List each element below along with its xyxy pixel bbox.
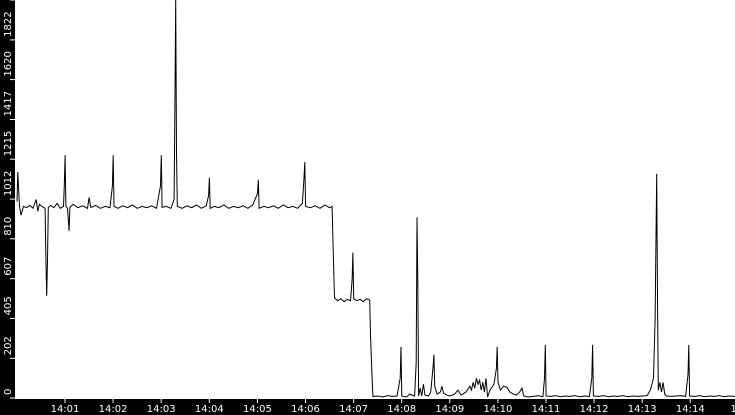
x-tick-label: 14:07: [339, 404, 368, 415]
x-tick-label: 14:13: [628, 404, 657, 415]
x-tick-label: 14:12: [580, 404, 609, 415]
x-tick-label: 14:10: [483, 404, 512, 415]
y-axis-band: [0, 0, 15, 415]
x-tick-label: 14:05: [243, 404, 272, 415]
y-tick-label: 202: [3, 336, 14, 355]
y-tick-label: 1417: [3, 91, 14, 116]
x-tick-label: 14: [730, 404, 735, 415]
y-tick-label: 1822: [3, 11, 14, 36]
x-tick-label: 14:04: [195, 404, 224, 415]
x-axis: 14:01 14:02 14:03 14:04 14:05 14:06 14:07 14:08…: [51, 399, 735, 415]
x-tick-label: 14:08: [387, 404, 416, 415]
x-tick-label: 14:06: [291, 404, 320, 415]
y-tick-label: 607: [3, 257, 14, 276]
x-tick-label: 14:11: [532, 404, 561, 415]
y-tick-label: 810: [3, 217, 14, 236]
y-tick-label: 1012: [3, 171, 14, 196]
x-tick-label: 14:14: [676, 404, 705, 415]
y-tick-label: 405: [3, 296, 14, 315]
y-tick-label: 1215: [3, 131, 14, 156]
y-axis: 0202405607810101212151417162018222025: [3, 0, 15, 399]
y-tick-label: 1620: [3, 51, 14, 76]
y-tick-label: 0: [3, 389, 14, 395]
x-tick-label: 14:09: [435, 404, 464, 415]
series-group: [16, 0, 735, 398]
x-axis-band: [0, 399, 735, 415]
x-tick-label: 14:01: [51, 404, 80, 415]
x-tick-label: 14:02: [99, 404, 128, 415]
x-tick-label: 14:03: [147, 404, 176, 415]
series-line: [16, 0, 735, 398]
